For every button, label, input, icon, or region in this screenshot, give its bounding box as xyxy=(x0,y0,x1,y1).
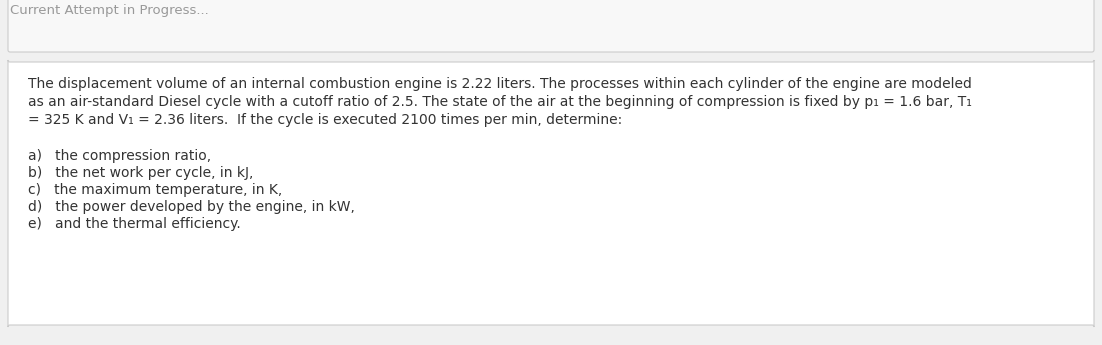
Text: d)   the power developed by the engine, in kW,: d) the power developed by the engine, in… xyxy=(28,200,355,214)
FancyBboxPatch shape xyxy=(8,60,1094,327)
Text: = 325 K and V₁ = 2.36 liters.  If the cycle is executed 2100 times per min, dete: = 325 K and V₁ = 2.36 liters. If the cyc… xyxy=(28,113,623,127)
Text: a)   the compression ratio,: a) the compression ratio, xyxy=(28,149,212,163)
Text: e)   and the thermal efficiency.: e) and the thermal efficiency. xyxy=(28,217,240,231)
Text: as an air-standard Diesel cycle with a cutoff ratio of 2.5. The state of the air: as an air-standard Diesel cycle with a c… xyxy=(28,95,972,109)
Text: c)   the maximum temperature, in K,: c) the maximum temperature, in K, xyxy=(28,183,282,197)
FancyBboxPatch shape xyxy=(8,0,1094,52)
Text: The displacement volume of an internal combustion engine is 2.22 liters. The pro: The displacement volume of an internal c… xyxy=(28,77,972,91)
Text: b)   the net work per cycle, in kJ,: b) the net work per cycle, in kJ, xyxy=(28,166,253,180)
Text: Current Attempt in Progress...: Current Attempt in Progress... xyxy=(10,4,208,17)
